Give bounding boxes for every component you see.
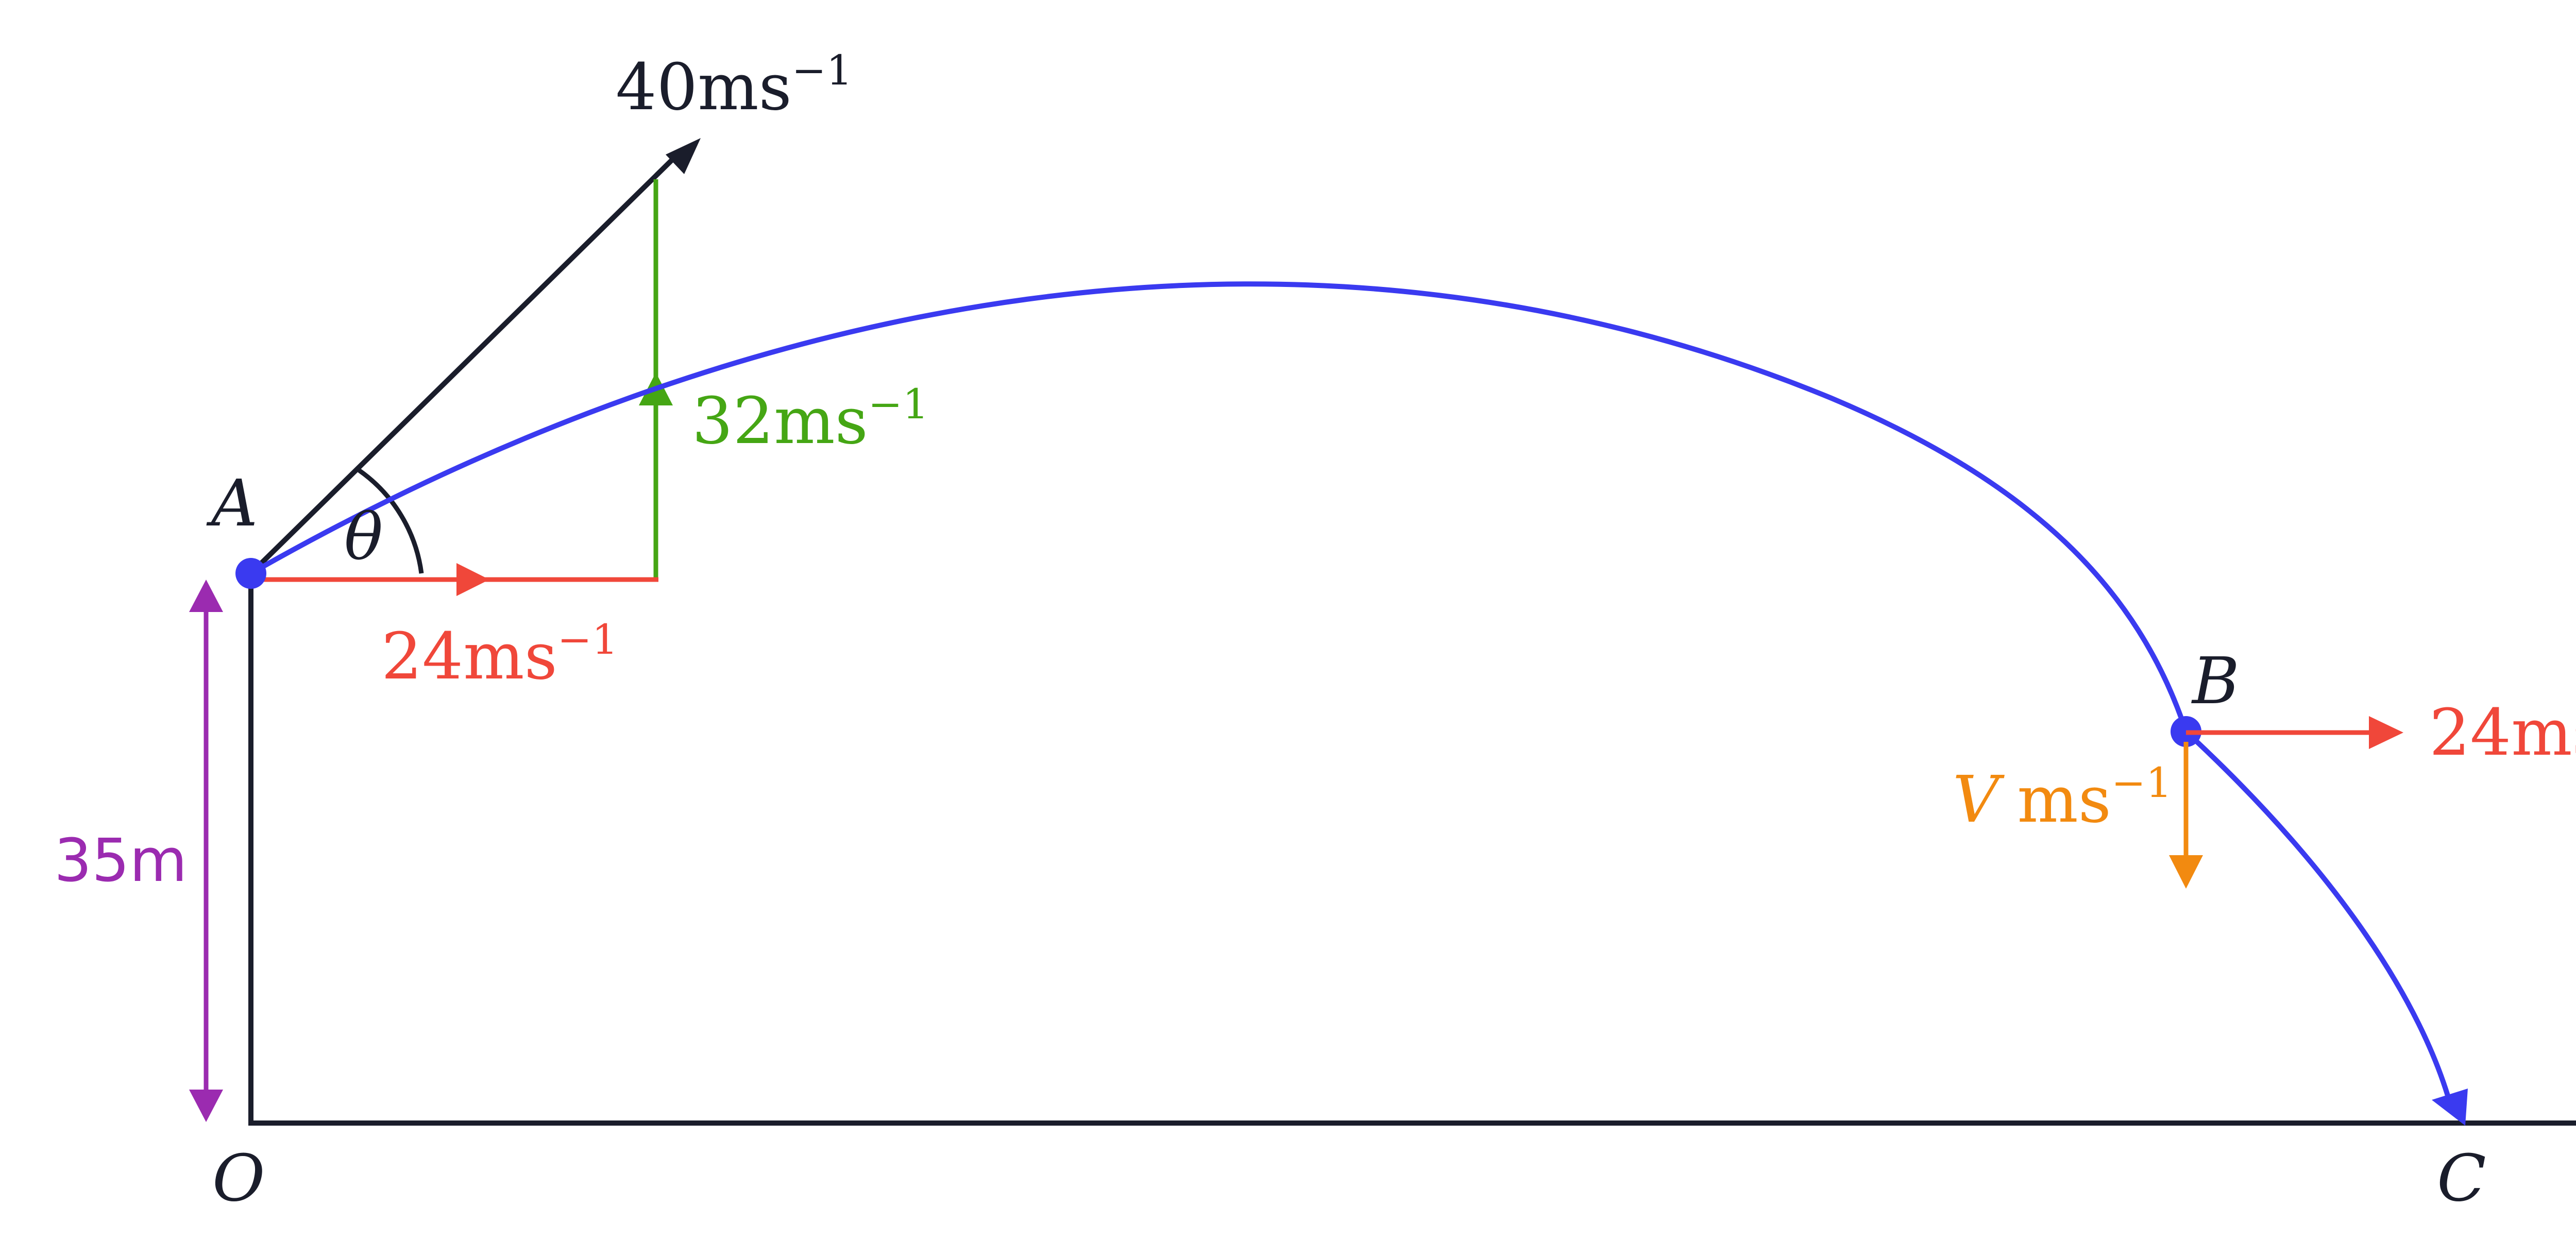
horizontal-component-label: 24ms−1 <box>381 616 618 694</box>
trajectory-curve <box>249 281 2452 1103</box>
horizontal-velocity-b-arrowhead <box>2369 716 2403 749</box>
height-arrow-top <box>189 580 223 612</box>
point-c-label: C <box>2437 1141 2486 1216</box>
point-o-label: O <box>212 1141 265 1216</box>
height-label: 35m <box>54 826 187 895</box>
point-a-marker <box>235 558 266 589</box>
angle-label: θ <box>344 500 383 574</box>
horizontal-velocity-b-label: 24ms−1 <box>2429 692 2576 770</box>
angle-arc <box>358 468 424 574</box>
point-b-label: B <box>2191 644 2240 719</box>
vertical-velocity-b-arrowhead <box>2169 855 2203 889</box>
initial-velocity-vector <box>249 152 680 575</box>
point-a-label: A <box>206 466 258 541</box>
vertical-component-label: 32ms−1 <box>692 380 929 458</box>
initial-velocity-arrowhead <box>666 138 701 174</box>
height-arrow-bottom <box>189 1090 223 1122</box>
initial-speed-label: 40ms−1 <box>616 46 853 125</box>
horizontal-component-arrowhead <box>456 563 489 596</box>
trajectory-arrowhead <box>2432 1089 2468 1126</box>
